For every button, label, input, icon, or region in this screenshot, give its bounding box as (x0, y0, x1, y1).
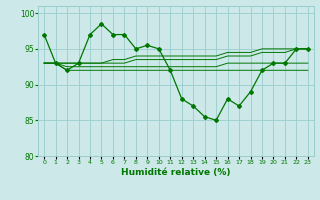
X-axis label: Humidité relative (%): Humidité relative (%) (121, 168, 231, 177)
